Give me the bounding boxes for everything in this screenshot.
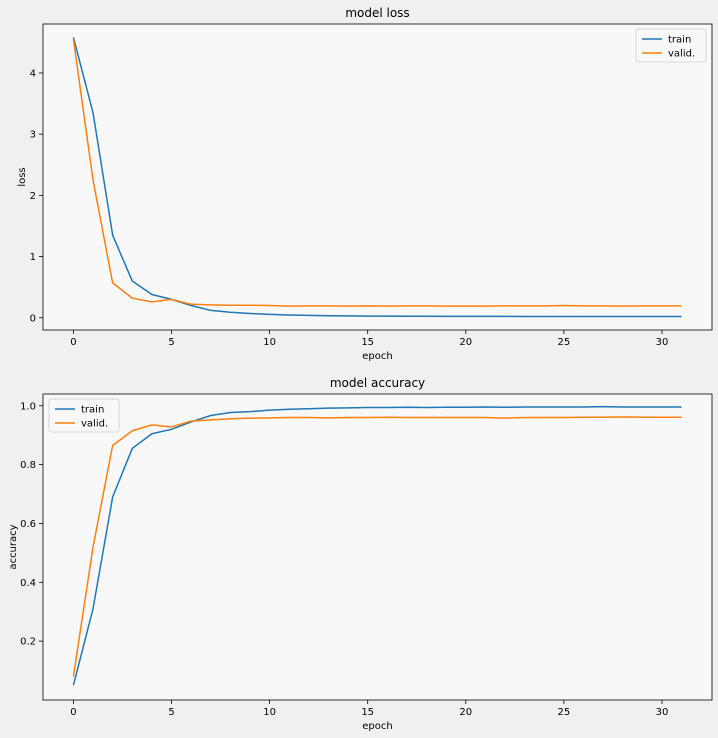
legend-entry-label: valid. bbox=[668, 49, 695, 60]
series-line-valid bbox=[72, 39, 682, 307]
legend: train valid. bbox=[635, 28, 707, 63]
chart-title: model accuracy bbox=[330, 376, 425, 390]
axes-frame bbox=[42, 393, 713, 701]
legend-entry-label: train bbox=[668, 35, 691, 46]
x-axis-label: epoch bbox=[362, 351, 392, 362]
y-tick-label: 0 bbox=[30, 313, 36, 324]
chart-panel-2: model accuracy 0 5 10 15 20 25 30 0.2 0.4 0.6 0.8 1.… bbox=[8, 376, 713, 732]
x-axis-label: epoch bbox=[362, 721, 392, 732]
y-tick-label: 0.4 bbox=[20, 578, 36, 589]
x-tick-label: 20 bbox=[459, 707, 472, 718]
x-tick-label: 10 bbox=[263, 337, 276, 348]
plot-area bbox=[43, 394, 712, 700]
legend: train valid. bbox=[48, 398, 120, 433]
y-tick-label: 0.6 bbox=[20, 519, 36, 530]
y-tick-label: 3 bbox=[30, 130, 36, 141]
x-tick-label: 15 bbox=[361, 707, 374, 718]
x-tick-label: 10 bbox=[263, 707, 276, 718]
x-tick-label: 0 bbox=[70, 337, 76, 348]
x-tick-label: 5 bbox=[168, 707, 174, 718]
y-tick-label: 0.2 bbox=[20, 637, 36, 648]
x-tick-label: 25 bbox=[558, 707, 571, 718]
x-tick-label: 30 bbox=[656, 707, 669, 718]
series-line-valid bbox=[72, 416, 682, 677]
legend-entry-label: train bbox=[81, 405, 104, 416]
legend-entry-label: valid. bbox=[81, 419, 108, 430]
chart-panel-1: model loss 0 5 10 15 20 25 30 0 1 2 3 4 epoch loss trai… bbox=[17, 6, 713, 362]
x-tick-label: 25 bbox=[558, 337, 571, 348]
plot-area bbox=[43, 24, 712, 330]
series-line-train bbox=[72, 405, 682, 686]
x-tick-label: 5 bbox=[168, 337, 174, 348]
y-tick-label: 1 bbox=[30, 252, 36, 263]
y-tick-label: 4 bbox=[30, 68, 36, 79]
x-tick-label: 30 bbox=[656, 337, 669, 348]
x-tick-label: 0 bbox=[70, 707, 76, 718]
chart-title: model loss bbox=[345, 6, 409, 20]
y-axis-label: accuracy bbox=[8, 524, 19, 569]
x-tick-label: 20 bbox=[459, 337, 472, 348]
y-tick-label: 1.0 bbox=[20, 401, 36, 412]
x-tick-label: 15 bbox=[361, 337, 374, 348]
axes-frame bbox=[42, 23, 713, 331]
y-tick-label: 0.8 bbox=[20, 460, 36, 471]
y-axis-label: loss bbox=[17, 167, 28, 186]
y-tick-label: 2 bbox=[30, 191, 36, 202]
